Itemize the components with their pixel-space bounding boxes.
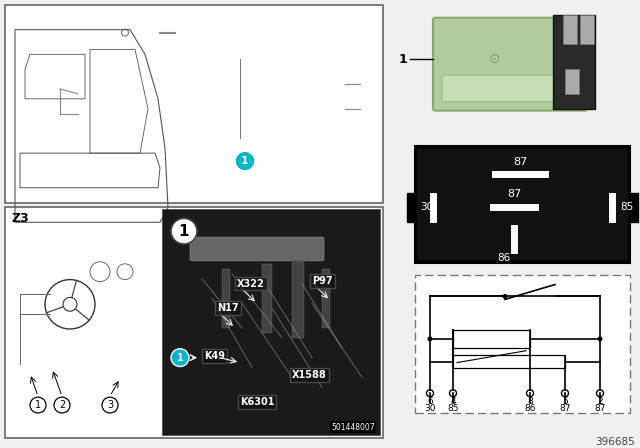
Text: Z3: Z3	[12, 212, 29, 225]
Text: ⊙: ⊙	[489, 52, 501, 66]
Circle shape	[235, 151, 255, 171]
Text: 1: 1	[241, 156, 249, 166]
Text: X1588: X1588	[292, 370, 327, 380]
Circle shape	[171, 218, 197, 244]
FancyBboxPatch shape	[190, 237, 324, 261]
Bar	[292, 259, 304, 338]
Bar	[162, 210, 380, 435]
Text: 30: 30	[424, 404, 436, 413]
Text: N17: N17	[217, 303, 239, 313]
Text: 2: 2	[59, 400, 65, 410]
Text: 6: 6	[427, 396, 433, 405]
Text: 86: 86	[524, 404, 536, 413]
Circle shape	[428, 336, 433, 341]
Text: X322: X322	[237, 279, 265, 289]
Bar	[407, 193, 417, 222]
Text: P97: P97	[312, 276, 333, 285]
Bar	[565, 69, 579, 94]
FancyBboxPatch shape	[442, 75, 579, 102]
Text: K49: K49	[204, 351, 225, 361]
Text: 87: 87	[559, 404, 571, 413]
Text: 86: 86	[497, 253, 511, 263]
Text: 85: 85	[620, 202, 633, 212]
Bar	[563, 15, 577, 44]
Text: 85: 85	[447, 404, 459, 413]
Bar	[415, 275, 630, 413]
Bar	[415, 146, 630, 263]
Text: 30: 30	[420, 202, 433, 212]
Text: 501448007: 501448007	[332, 423, 375, 432]
Text: 1: 1	[35, 400, 41, 410]
Bar	[222, 269, 230, 328]
Circle shape	[502, 294, 508, 299]
Text: 4: 4	[450, 396, 456, 405]
Bar	[580, 15, 594, 44]
Text: 396685: 396685	[595, 437, 635, 447]
Bar	[5, 5, 383, 202]
Bar	[262, 264, 272, 333]
Text: 87: 87	[513, 157, 527, 167]
Bar	[417, 149, 628, 260]
FancyBboxPatch shape	[553, 15, 595, 109]
Text: 3: 3	[107, 400, 113, 410]
Text: 87: 87	[507, 189, 521, 198]
Text: 5: 5	[562, 396, 568, 405]
Circle shape	[171, 349, 189, 366]
FancyBboxPatch shape	[433, 18, 587, 111]
Text: 1: 1	[399, 53, 408, 66]
Bar	[453, 355, 565, 367]
Bar	[628, 193, 638, 222]
Text: 8: 8	[527, 396, 533, 405]
Text: 2: 2	[597, 396, 603, 405]
Text: 87: 87	[595, 404, 605, 413]
Text: 1: 1	[177, 353, 184, 362]
Circle shape	[598, 336, 602, 341]
Text: K6301: K6301	[240, 397, 275, 407]
Bar	[5, 207, 383, 438]
Bar	[322, 269, 330, 328]
Bar	[453, 330, 530, 348]
Text: 1: 1	[179, 224, 189, 239]
